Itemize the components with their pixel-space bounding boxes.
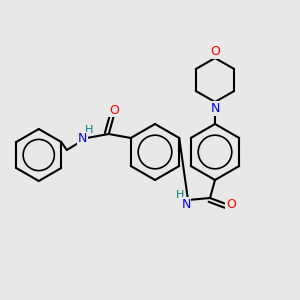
Text: N: N — [210, 102, 220, 115]
Text: H: H — [176, 190, 184, 200]
Text: O: O — [109, 103, 119, 116]
Text: H: H — [85, 125, 93, 135]
Text: N: N — [181, 197, 191, 211]
Text: O: O — [210, 45, 220, 58]
Text: O: O — [226, 197, 236, 211]
Text: N: N — [78, 133, 87, 146]
